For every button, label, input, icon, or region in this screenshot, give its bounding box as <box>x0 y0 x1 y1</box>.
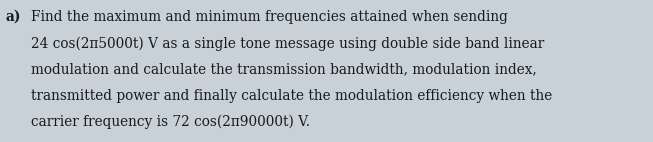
Text: Find the maximum and minimum frequencies attained when sending: Find the maximum and minimum frequencies… <box>31 10 508 24</box>
Text: modulation and calculate the transmission bandwidth, modulation index,: modulation and calculate the transmissio… <box>31 62 537 77</box>
Text: transmitted power and finally calculate the modulation efficiency when the: transmitted power and finally calculate … <box>31 89 552 103</box>
Text: carrier frequency is 72 cos(2π90000t) V.: carrier frequency is 72 cos(2π90000t) V. <box>31 115 310 129</box>
Text: a): a) <box>5 10 21 24</box>
Text: 24 cos(2π5000t) V as a single tone message using double side band linear: 24 cos(2π5000t) V as a single tone messa… <box>31 36 545 51</box>
